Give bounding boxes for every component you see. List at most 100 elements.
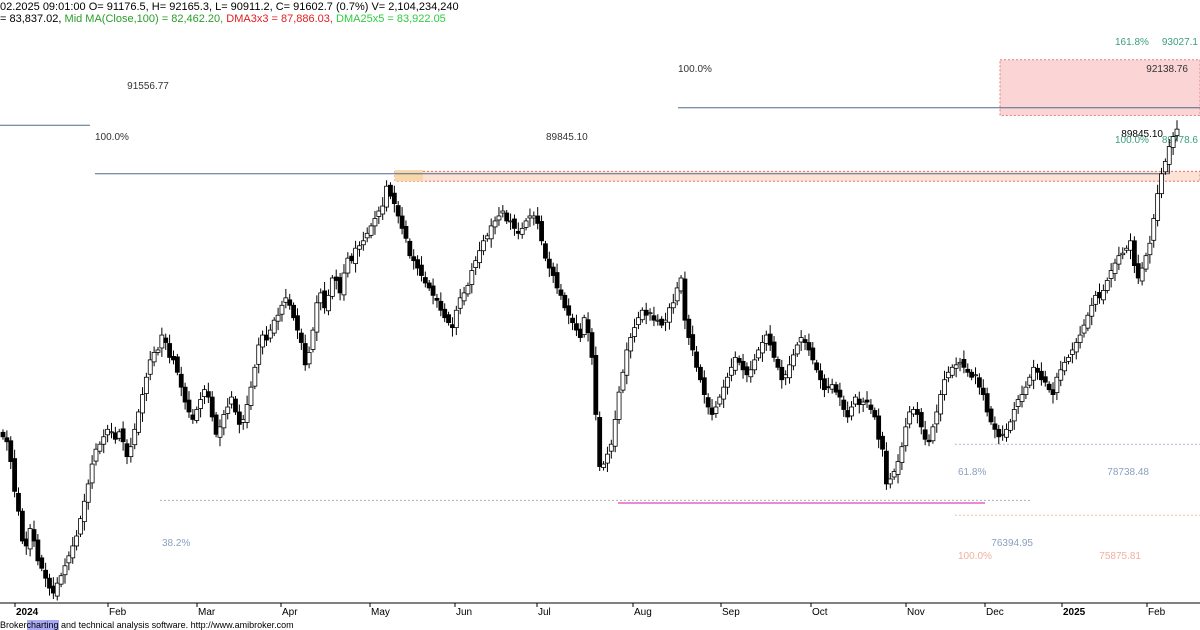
header-ohlc-text: 02.2025 09:01:00 O= 91176.5, H= 92165.3,… [0,1,459,13]
candle-bull [849,406,854,417]
candle-bull [143,376,149,395]
candle-bull [457,297,463,309]
candle-bull [147,359,153,375]
candle-bear [47,577,52,589]
candle-bear [419,264,424,276]
candle-bull [601,463,606,468]
candle-bull [760,342,765,354]
candle-bull [748,369,754,378]
x-tick-label: Nov [907,607,925,618]
candle-bear [233,398,238,413]
candle-bear [767,333,773,346]
candle-bear [779,366,785,381]
label-89845-mid: 89845.10 [546,132,588,143]
candle-bull [1166,146,1172,165]
candle-bear [291,304,296,319]
footer-highlight: charting [26,620,59,630]
candle-bear [512,218,517,229]
candle-bear [984,393,990,413]
candle-bull [1108,270,1114,279]
candle-bull [380,205,386,215]
candle-bull [477,250,482,264]
candle-bull [225,406,231,414]
x-tick-label: Jul [538,607,551,618]
candle-bull [636,317,641,326]
candle-bull [481,240,486,252]
candle-bull [318,292,324,304]
x-tick-label: Dec [986,607,1004,618]
candle-bull [670,302,676,309]
candle-bear [736,357,742,363]
candle-bull [721,386,727,400]
candle-bull [1104,280,1110,291]
candle-bull [1085,314,1091,329]
candle-bull [306,352,312,365]
fib-label-161: 161.8% [1115,37,1149,48]
candle-bull [860,401,866,405]
resistance-zone [394,170,1200,182]
header-dma3x3: DMA3x3 = 87,886.03, [226,13,337,25]
candle-bear [403,226,409,239]
candle-bear [186,399,192,413]
candle-bull [791,354,796,367]
candle-bull [787,364,792,379]
candle-bear [698,366,703,381]
candle-bull [616,391,622,420]
candle-bull [78,518,83,535]
candle-bear [810,347,816,361]
candle-bull [314,302,320,333]
candle-bear [775,358,781,368]
candle-bull [364,232,370,239]
candle-bear [446,314,451,324]
candle-bull [1159,173,1164,195]
candle-bear [822,378,827,391]
candle-bull [260,334,265,348]
candle-bull [256,344,262,365]
candle-bull [229,396,235,405]
candle-bull [531,215,537,219]
candle-bear [996,428,1002,438]
candle-bear [337,277,343,294]
candle-bear [558,289,564,296]
candle-bear [690,334,696,351]
candle-bull [155,349,161,353]
candle-bull [612,419,618,447]
candle-bull [1081,324,1087,334]
candle-bull [492,220,498,228]
candle-bear [415,259,420,269]
candle-bear [976,377,982,388]
candle-bull [527,215,533,219]
candle-bear [112,432,118,440]
x-tick-label: Mar [198,607,216,618]
candle-bear [19,510,25,542]
candle-bear [236,411,242,425]
candle-bull [945,371,951,379]
candle-bear [287,299,293,306]
candle-bull [500,210,506,214]
candle-bull [1147,242,1153,256]
candle-bear [39,557,45,569]
candle-bear [333,276,339,281]
candle-bull [1054,376,1060,394]
candle-bull [275,314,281,322]
x-tick-label: Sep [722,607,740,618]
candle-bull [248,386,254,406]
candle-bear [992,423,998,430]
candle-bear [124,443,130,458]
candle-bull [376,210,382,217]
candle-bull [194,409,200,421]
candle-bull [829,384,835,390]
candle-bull [384,185,389,208]
candle-bull [217,426,223,438]
candle-bear [539,221,544,242]
candle-bear [349,255,355,262]
candle-bull [101,436,107,445]
candle-bull [58,575,64,585]
candle-bull [1100,290,1106,301]
candle-bull [667,307,672,323]
candle-bear [190,414,196,420]
candle-bull [783,374,789,379]
candle-bear [740,360,746,371]
header-ma-value: = 83,837.02, [0,13,65,25]
